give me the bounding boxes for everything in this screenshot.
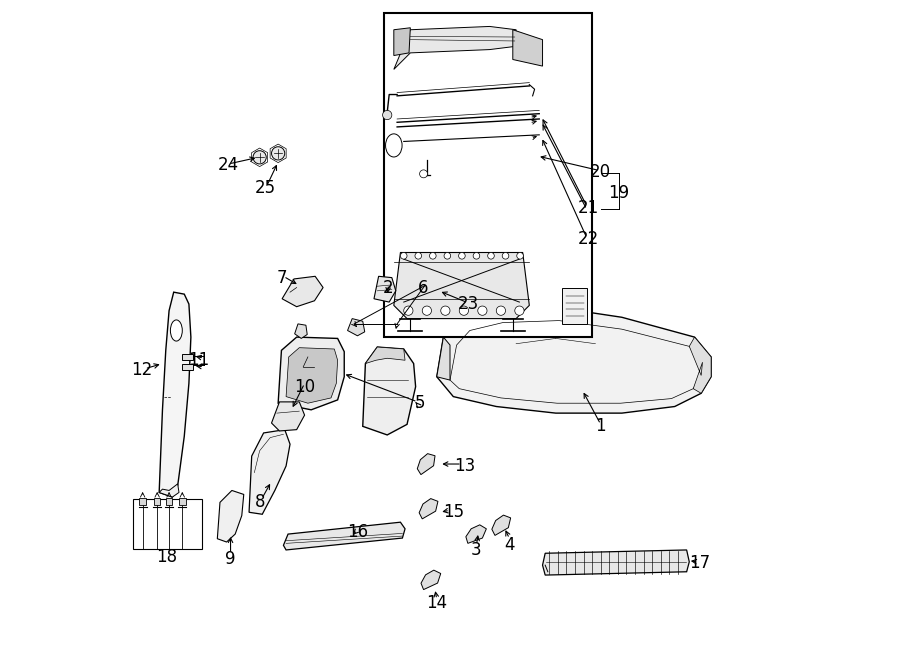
Polygon shape bbox=[159, 484, 179, 497]
Polygon shape bbox=[394, 253, 529, 319]
Polygon shape bbox=[436, 307, 711, 413]
Bar bbox=[384, 13, 592, 337]
Circle shape bbox=[415, 253, 421, 259]
Circle shape bbox=[473, 253, 480, 259]
Circle shape bbox=[400, 253, 407, 259]
Text: 13: 13 bbox=[454, 457, 476, 475]
Text: 23: 23 bbox=[458, 295, 479, 313]
Polygon shape bbox=[689, 337, 711, 393]
Polygon shape bbox=[217, 490, 244, 542]
Text: 7: 7 bbox=[276, 268, 287, 287]
Polygon shape bbox=[365, 347, 405, 364]
Text: 5: 5 bbox=[415, 394, 426, 412]
Polygon shape bbox=[363, 347, 416, 435]
Text: 25: 25 bbox=[255, 179, 275, 198]
Text: 16: 16 bbox=[346, 523, 368, 541]
Text: 3: 3 bbox=[471, 541, 482, 559]
Polygon shape bbox=[421, 570, 441, 590]
Circle shape bbox=[404, 306, 413, 315]
Text: 17: 17 bbox=[688, 554, 710, 572]
Circle shape bbox=[429, 253, 436, 259]
Polygon shape bbox=[513, 30, 543, 66]
Polygon shape bbox=[543, 550, 689, 575]
Circle shape bbox=[459, 306, 469, 315]
Polygon shape bbox=[374, 276, 396, 302]
Text: 19: 19 bbox=[608, 184, 629, 202]
Text: 8: 8 bbox=[255, 493, 266, 512]
Circle shape bbox=[517, 253, 524, 259]
Bar bbox=[562, 288, 588, 324]
Text: 15: 15 bbox=[444, 503, 464, 522]
Text: 2: 2 bbox=[383, 278, 394, 297]
Circle shape bbox=[419, 170, 428, 178]
Circle shape bbox=[459, 253, 465, 259]
Circle shape bbox=[272, 147, 284, 160]
Circle shape bbox=[496, 306, 506, 315]
Polygon shape bbox=[278, 337, 344, 410]
Text: 21: 21 bbox=[578, 199, 599, 217]
Circle shape bbox=[478, 306, 487, 315]
Circle shape bbox=[253, 151, 266, 164]
Polygon shape bbox=[347, 319, 365, 336]
Polygon shape bbox=[394, 28, 410, 56]
Text: 1: 1 bbox=[596, 417, 606, 436]
Bar bbox=[183, 354, 193, 360]
Polygon shape bbox=[282, 276, 323, 307]
Circle shape bbox=[444, 253, 451, 259]
Bar bbox=[132, 499, 202, 549]
Polygon shape bbox=[272, 402, 304, 431]
Polygon shape bbox=[466, 525, 486, 543]
Polygon shape bbox=[436, 337, 450, 380]
Text: 6: 6 bbox=[418, 278, 428, 297]
Ellipse shape bbox=[385, 134, 402, 157]
Polygon shape bbox=[284, 522, 405, 550]
Circle shape bbox=[422, 306, 431, 315]
Circle shape bbox=[488, 253, 494, 259]
Text: 24: 24 bbox=[218, 156, 239, 175]
Polygon shape bbox=[491, 515, 510, 535]
Circle shape bbox=[515, 306, 524, 315]
Polygon shape bbox=[394, 26, 516, 69]
Ellipse shape bbox=[170, 320, 183, 341]
Text: 4: 4 bbox=[504, 536, 515, 555]
Text: 18: 18 bbox=[157, 547, 177, 566]
Text: 20: 20 bbox=[590, 163, 611, 181]
Bar bbox=[166, 498, 173, 505]
Bar bbox=[154, 498, 160, 505]
Text: 12: 12 bbox=[130, 361, 152, 379]
Text: 22: 22 bbox=[578, 230, 599, 249]
Text: 10: 10 bbox=[294, 377, 315, 396]
Text: 14: 14 bbox=[427, 594, 447, 613]
Circle shape bbox=[382, 110, 392, 120]
Bar bbox=[140, 498, 146, 505]
Text: 9: 9 bbox=[225, 549, 236, 568]
Text: 11: 11 bbox=[188, 351, 210, 369]
Polygon shape bbox=[249, 430, 290, 514]
Bar bbox=[179, 498, 185, 505]
Polygon shape bbox=[419, 498, 438, 519]
Polygon shape bbox=[418, 453, 435, 475]
Polygon shape bbox=[286, 348, 338, 403]
Polygon shape bbox=[159, 292, 191, 497]
Circle shape bbox=[441, 306, 450, 315]
Bar bbox=[183, 364, 193, 370]
Circle shape bbox=[502, 253, 508, 259]
Polygon shape bbox=[294, 324, 307, 338]
